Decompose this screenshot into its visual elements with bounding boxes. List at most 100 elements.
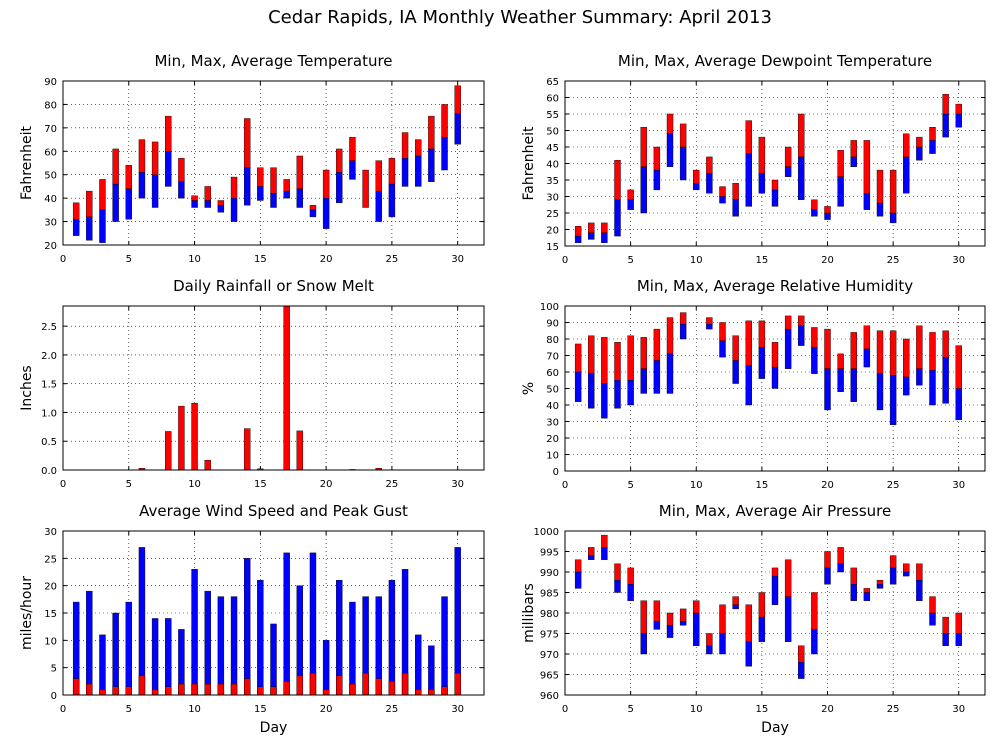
bar-avg-to-max [112, 148, 119, 185]
x-tick-label: 10 [690, 255, 703, 266]
y-tick-label: 90 [546, 319, 559, 330]
bar-min-to-avg [719, 633, 726, 655]
avg-wind-bar [230, 683, 238, 696]
bar-avg-to-max [784, 146, 792, 167]
bar-avg-to-max [666, 113, 674, 134]
avg-wind-bar [415, 689, 422, 696]
bar-avg-to-max [771, 567, 779, 577]
avg-wind-bar [165, 686, 172, 696]
bar-min-to-avg [863, 348, 871, 368]
bar-min-to-avg [955, 388, 962, 421]
bar-avg-to-max [798, 315, 805, 326]
bar-avg-to-max [929, 126, 936, 141]
bar-avg-to-max [217, 200, 225, 206]
bar-avg-to-max [574, 225, 582, 237]
bar-min-to-avg [151, 174, 159, 208]
bar-min-to-avg [889, 567, 897, 585]
x-tick-label: 30 [952, 704, 965, 715]
bar-min-to-avg [863, 592, 871, 601]
gust-bar [165, 618, 172, 696]
bar-min-to-avg [693, 183, 700, 191]
y-tick-label: 60 [546, 94, 559, 105]
rain-bar [283, 305, 290, 471]
bar-min-to-avg [732, 604, 739, 610]
y-tick-label: 15 [44, 609, 57, 620]
gust-bar [388, 580, 396, 696]
bar-avg-to-max [679, 123, 687, 148]
bar-min-to-avg [811, 209, 818, 217]
avg-wind-bar [217, 683, 225, 696]
bar-avg-to-max [758, 592, 766, 618]
panel-title: Min, Max, Average Relative Humidity [637, 277, 913, 295]
bar-avg-to-max [191, 195, 198, 201]
bar-min-to-avg [653, 360, 661, 394]
bar-avg-to-max [889, 330, 897, 376]
y-tick-label: 990 [540, 568, 559, 579]
bar-min-to-avg [811, 629, 818, 655]
x-tick-label: 15 [756, 704, 769, 715]
bar-min-to-avg [942, 113, 949, 138]
x-axis-label: Day [260, 720, 288, 736]
y-tick-label: 30 [44, 527, 57, 538]
bar-min-to-avg [243, 167, 251, 206]
bar-min-to-avg [850, 584, 857, 601]
bar-avg-to-max [230, 176, 238, 199]
bar-avg-to-max [916, 325, 923, 369]
bar-avg-to-max [942, 93, 949, 115]
bar-min-to-avg [745, 153, 752, 207]
x-tick-label: 15 [254, 479, 267, 490]
bar-avg-to-max [771, 342, 779, 368]
y-tick-label: 80 [44, 100, 57, 111]
avg-wind-bar [86, 683, 93, 696]
bar-min-to-avg [614, 199, 621, 237]
x-tick-label: 10 [690, 480, 703, 491]
bar-min-to-avg [165, 151, 172, 187]
bar-avg-to-max [178, 158, 185, 182]
bar-avg-to-max [614, 342, 621, 381]
bar-min-to-avg [706, 323, 713, 330]
y-tick-label: 25 [546, 209, 559, 220]
bar-avg-to-max [745, 604, 752, 642]
rain-bar [178, 405, 185, 471]
avg-wind-bar [454, 672, 461, 696]
y-tick-label: 960 [540, 691, 559, 702]
bar-min-to-avg [850, 156, 857, 167]
bar-avg-to-max [719, 322, 726, 341]
x-tick-label: 20 [821, 480, 834, 491]
gust-bar [349, 601, 356, 696]
bar-min-to-avg [916, 368, 923, 386]
bar-avg-to-max [415, 139, 422, 157]
avg-wind-bar [375, 678, 382, 696]
y-tick-label: 30 [546, 418, 559, 429]
x-tick-label: 20 [821, 255, 834, 266]
plot-frame [62, 80, 485, 246]
y-tick-label: 50 [44, 171, 57, 182]
bar-avg-to-max [165, 115, 172, 152]
x-tick-label: 0 [60, 704, 66, 715]
y-tick-label: 50 [546, 385, 559, 396]
bar-min-to-avg [296, 188, 304, 208]
bar-avg-to-max [349, 137, 356, 161]
wind-panel: Average Wind Speed and Peak Gust 0 5 10 15 20… [19, 502, 485, 736]
avg-wind-bar [309, 672, 317, 696]
bar-avg-to-max [955, 345, 962, 389]
bar-min-to-avg [916, 580, 923, 601]
x-tick-label: 25 [386, 479, 399, 490]
x-tick-label: 25 [386, 254, 399, 265]
bar-avg-to-max [454, 85, 461, 115]
bar-min-to-avg [758, 616, 766, 642]
bar-min-to-avg [336, 172, 343, 204]
bar-avg-to-max [745, 120, 752, 154]
pressure-panel: Min, Max, Average Air Pressure 960 965 970 9… [521, 502, 986, 736]
avg-wind-bar [428, 689, 435, 696]
bar-avg-to-max [929, 596, 936, 614]
bar-avg-to-max [640, 337, 647, 369]
x-tick-label: 5 [126, 254, 132, 265]
bar-min-to-avg [614, 380, 621, 409]
avg-wind-bar [388, 681, 396, 696]
bar-min-to-avg [955, 633, 962, 647]
x-tick-label: 10 [188, 479, 201, 490]
y-tick-label: 25 [44, 554, 57, 565]
bar-min-to-avg [283, 190, 290, 199]
bar-min-to-avg [191, 200, 198, 208]
